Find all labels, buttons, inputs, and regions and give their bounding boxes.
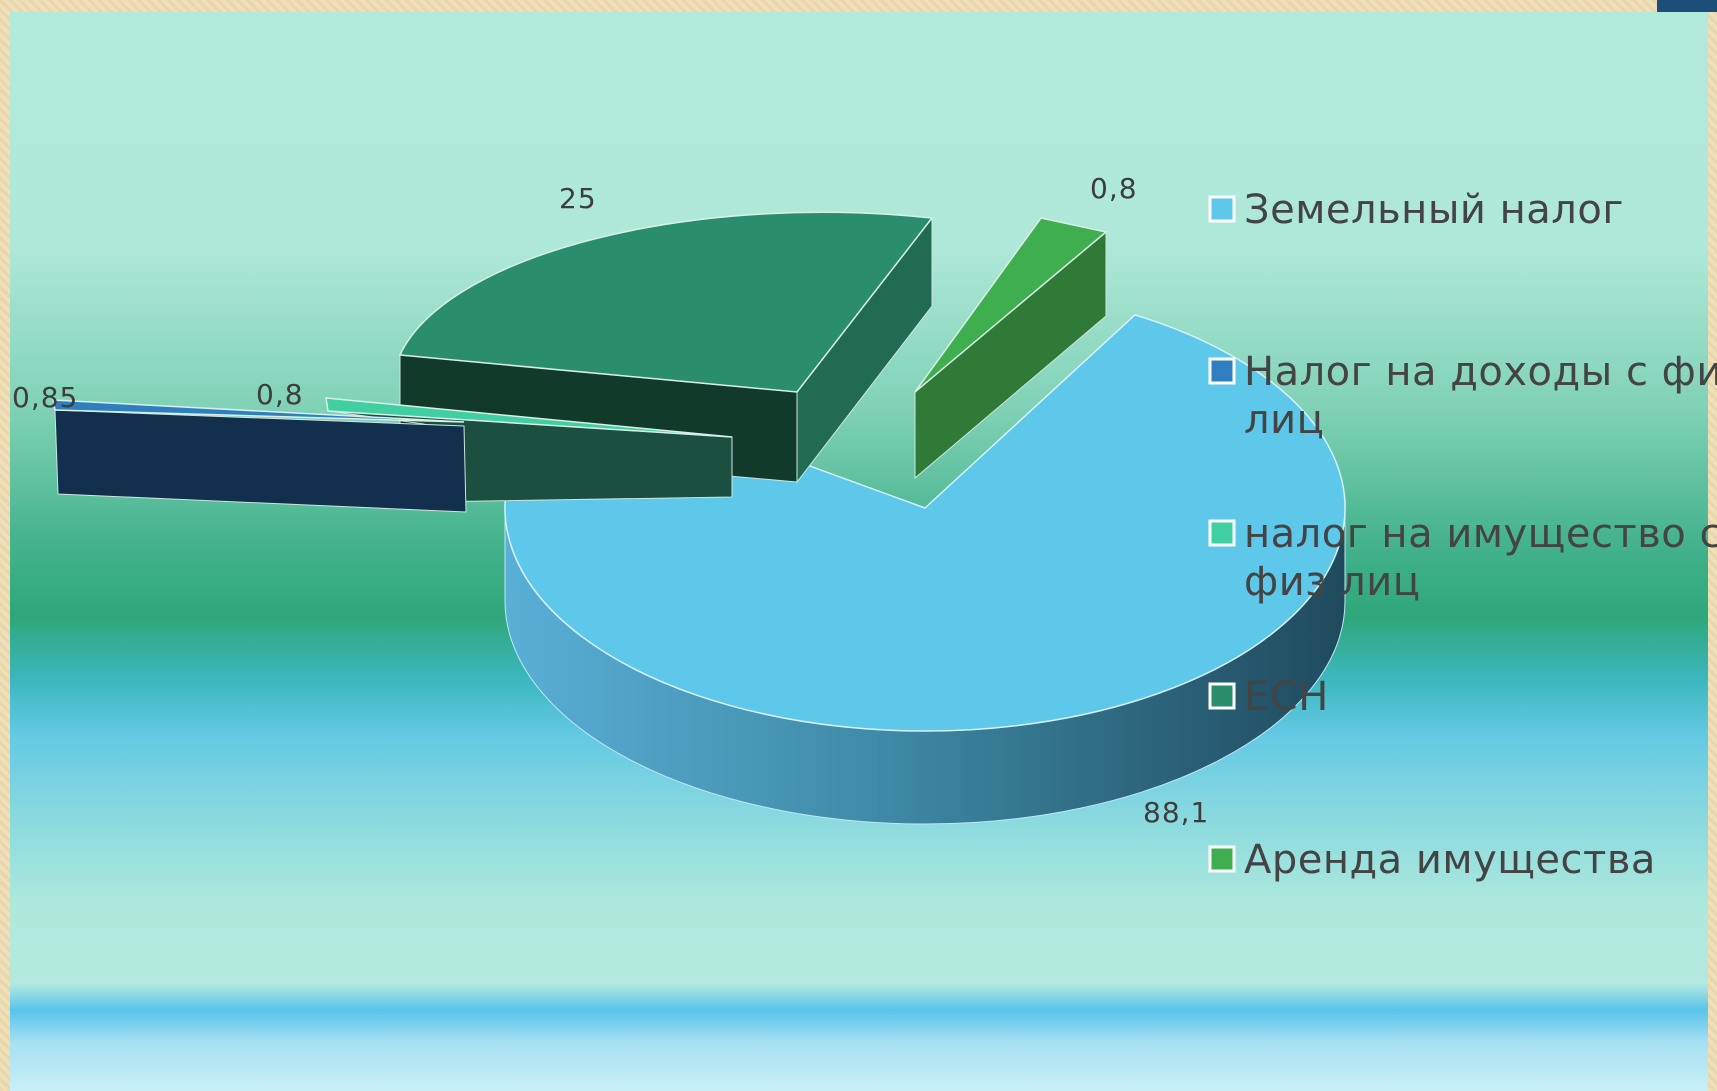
legend-label: налог на имущество с xyxy=(1244,511,1717,557)
label-земельный-налог: 88,1 xyxy=(1143,796,1209,829)
legend-label: Налог на доходы с физ xyxy=(1244,349,1717,395)
legend-swatch xyxy=(1208,357,1236,385)
legend-item-аренда-имущества: Аренда имущества xyxy=(1208,837,1656,883)
pie-slice-земельный-налог xyxy=(504,314,1346,732)
legend-swatch xyxy=(1208,519,1236,547)
pie-slice-налог-на-доходы xyxy=(52,399,465,423)
legend-label: ЕСН xyxy=(1244,674,1329,720)
legend-swatch xyxy=(1208,682,1236,710)
pie-slice-налог-на-доходы-side-1 xyxy=(54,409,467,513)
legend-label: Аренда имущества xyxy=(1244,837,1656,883)
legend-swatch xyxy=(1208,195,1236,223)
label-налог-на-доходы: 0,85 xyxy=(12,381,78,414)
legend-label: лиц xyxy=(1244,397,1324,443)
legend-swatch xyxy=(1208,845,1236,873)
legend-label: Земельный налог xyxy=(1244,187,1624,233)
pie-slice-есн xyxy=(398,211,934,393)
label-есн: 25 xyxy=(559,182,597,215)
label-аренда-имущества: 0,8 xyxy=(1090,172,1138,205)
legend-item-есн: ЕСН xyxy=(1208,674,1329,720)
label-налог-на-имущество: 0,8 xyxy=(256,378,304,411)
legend-item-земельный-налог: Земельный налог xyxy=(1208,187,1624,233)
pie-slice-налог-на-имущество xyxy=(325,397,733,438)
legend-label: физ лиц xyxy=(1244,559,1420,605)
corner-decoration xyxy=(1657,0,1717,12)
pie-slice-аренда-имущества xyxy=(914,217,1108,393)
